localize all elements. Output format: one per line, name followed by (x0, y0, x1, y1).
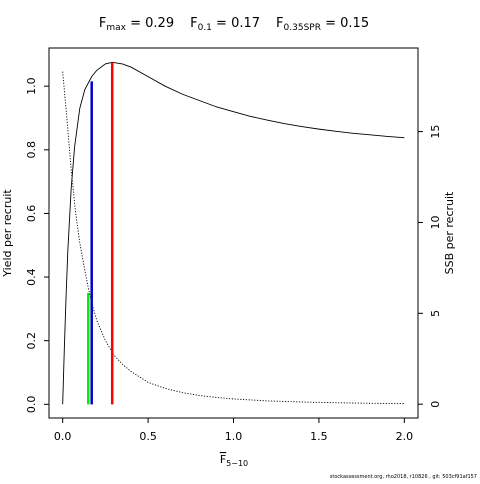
y-left-tick-label: 0.4 (25, 268, 38, 286)
x-tick-label: 1.0 (225, 430, 243, 443)
title-f35-sub: 0.35SPR (284, 23, 321, 33)
x-tick-label: 2.0 (396, 430, 414, 443)
x-tick-label: 1.5 (310, 430, 328, 443)
x-axis-label-text: F5−10 (220, 453, 248, 468)
title-f35-symbol: F (276, 16, 283, 31)
y-left-tick-label: 0.2 (25, 332, 38, 350)
title-fmax-equals: = (126, 16, 145, 31)
chart-title: Fmax = 0.29 F0.1 = 0.17 F0.35SPR = 0.15 (99, 16, 369, 33)
title-fmax-symbol: F (99, 16, 106, 31)
y-left-tick-label: 1.0 (25, 77, 38, 95)
title-f35-value: 0.15 (340, 16, 369, 31)
title-f01-value: 0.17 (231, 16, 260, 31)
y-axis-left-label: Yield per recruit (1, 189, 14, 278)
x-tick-label: 0.0 (54, 430, 72, 443)
plot-area (48, 47, 419, 419)
title-f01-symbol: F (190, 16, 197, 31)
title-f35-equals: = (321, 16, 340, 31)
series-line-ssb (62, 71, 405, 405)
x-axis-label: F5−10 (220, 453, 248, 468)
x-axis-label-symbol: F (220, 453, 226, 466)
x-axis: 0.0 0.5 1.0 1.5 2.0 (54, 418, 413, 443)
y-right-tick-label: 15 (429, 125, 442, 139)
series-line-yield (62, 61, 405, 405)
x-axis-label-sub: 5−10 (226, 459, 248, 468)
plot-frame (48, 47, 419, 419)
x-tick-label: 0.5 (139, 430, 157, 443)
y-left-tick-label: 0.8 (25, 141, 38, 159)
y-axis-right: 0 5 10 15 (418, 125, 442, 408)
y-right-tick-label: 0 (429, 401, 442, 408)
title-f01-equals: = (212, 16, 231, 31)
y-left-tick-label: 0.0 (25, 396, 38, 414)
title-text: Fmax = 0.29 F0.1 = 0.17 F0.35SPR = 0.15 (99, 16, 369, 33)
title-f01-sub: 0.1 (198, 23, 212, 33)
y-right-tick-label: 10 (429, 215, 442, 229)
y-left-tick-label: 0.6 (25, 205, 38, 223)
y-axis-right-label: SSB per recruit (443, 191, 456, 274)
y-right-tick-label: 5 (429, 310, 442, 317)
title-fmax-sub: max (106, 23, 126, 33)
credit-text: stockassessment.org, rho2018, r10826 , g… (330, 474, 477, 480)
y-axis-left: 0.0 0.2 0.4 0.6 0.8 1.0 (25, 77, 49, 413)
title-fmax-value: 0.29 (145, 16, 174, 31)
